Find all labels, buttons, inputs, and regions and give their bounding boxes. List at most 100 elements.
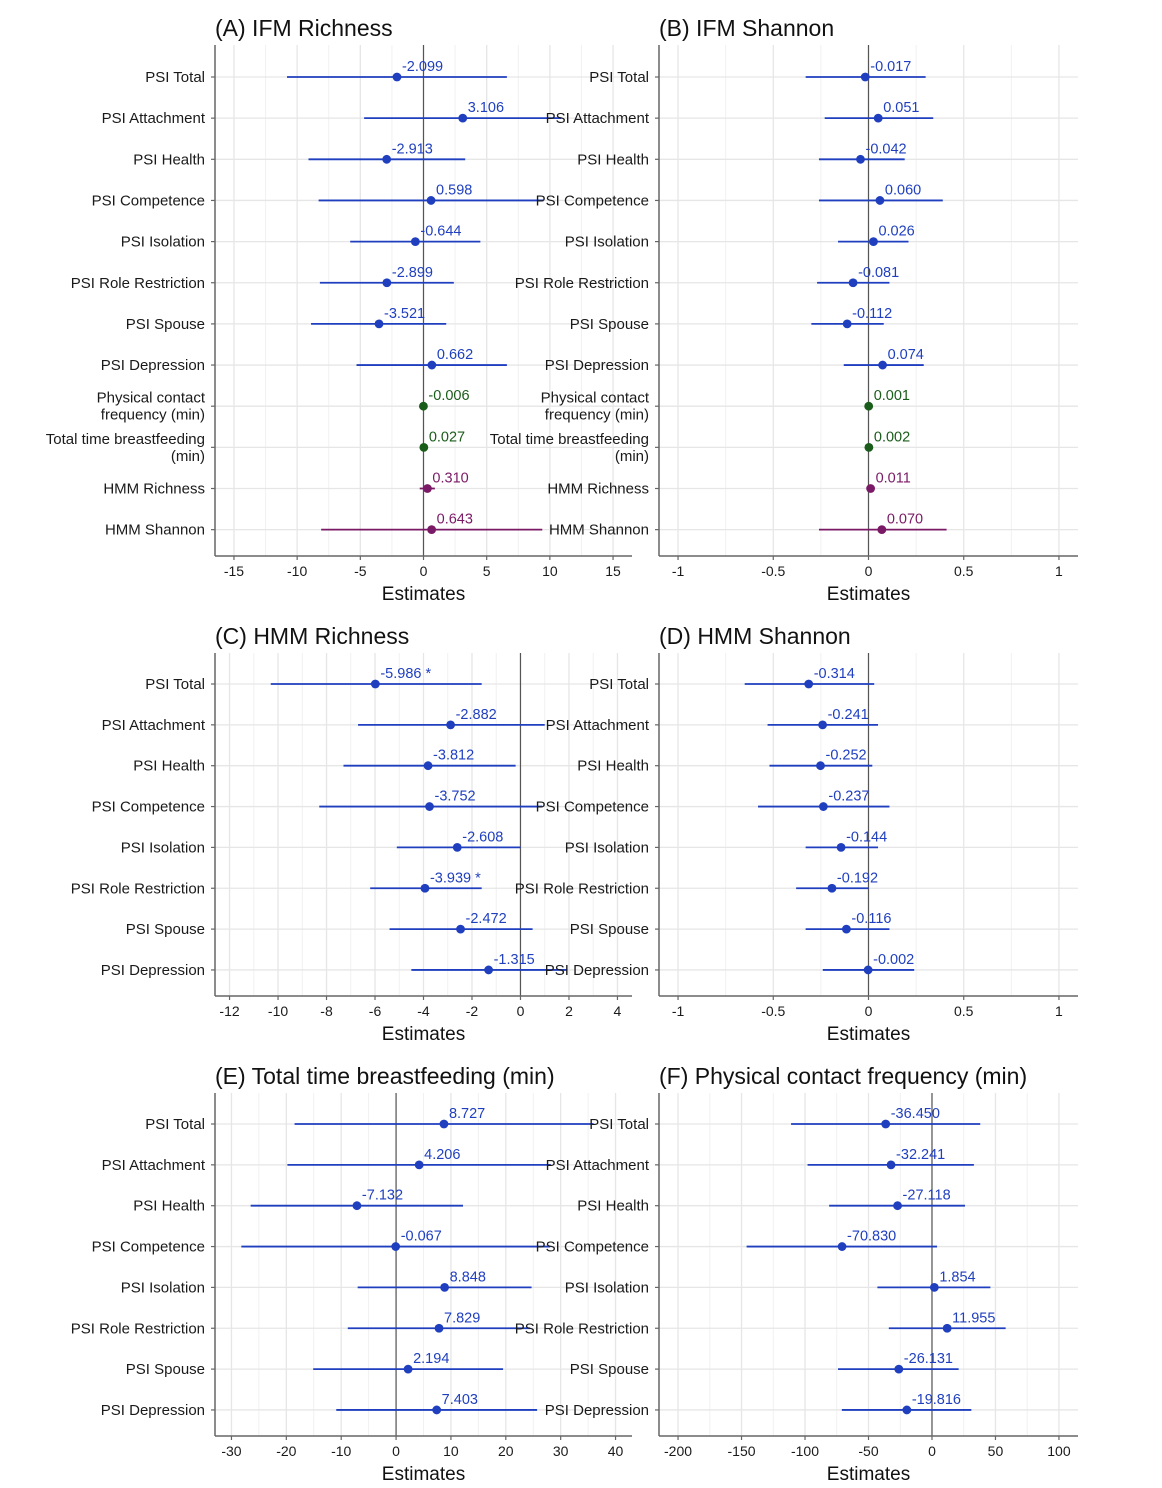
y-tick-label-psi-spouse: PSI Spouse: [126, 316, 205, 333]
y-tick-label-psi-role-restriction: PSI Role Restriction: [71, 275, 205, 292]
estimate-label-hmm-richness: 0.310: [432, 471, 468, 487]
estimate-label-psi-total: -36.450: [891, 1106, 940, 1122]
estimate-label-psi-isolation: 8.848: [450, 1269, 486, 1285]
estimate-label-psi-total: -0.017: [870, 59, 911, 75]
estimate-label-psi-isolation: 1.854: [939, 1269, 975, 1285]
estimate-point-physical-contact-frequency-min: [864, 401, 874, 411]
y-tick-label-psi-attachment: PSI Attachment: [102, 717, 206, 734]
estimate-point-physical-contact-frequency-min: [419, 401, 428, 411]
estimate-label-psi-role-restriction: 11.955: [952, 1310, 995, 1326]
panel-a-ifm-richness: (A) IFM Richness -15 -10 -5 0 5 10 15 Estimates P…: [46, 15, 632, 605]
y-tick-label-line: PSI Spouse: [126, 921, 205, 938]
estimate-label-psi-health: -2.913: [392, 141, 433, 157]
x-tick-label: 40: [608, 1443, 624, 1459]
estimate-label-psi-spouse: -0.116: [851, 911, 891, 927]
x-tick-label: 100: [1047, 1443, 1071, 1459]
estimate-label-physical-contact-frequency-min: -0.006: [428, 388, 469, 404]
y-tick-label-line: PSI Spouse: [126, 1361, 205, 1378]
y-tick-label-hmm-shannon: HMM Shannon: [105, 522, 205, 539]
estimate-label-psi-health: -0.252: [826, 748, 867, 764]
y-tick-label-total-time-breastfeeding-min: Total time breastfeeding (min): [490, 431, 649, 465]
y-tick-label-psi-competence: PSI Competence: [92, 192, 205, 209]
y-tick-label-line: PSI Attachment: [102, 1157, 206, 1174]
estimate-point-psi-depression: [427, 360, 437, 370]
estimate-point-psi-isolation: [836, 843, 846, 852]
estimate-label-psi-depression: 7.403: [442, 1392, 478, 1408]
estimate-label-psi-attachment: -0.241: [828, 707, 869, 723]
estimate-label-psi-total: -0.314: [814, 666, 855, 682]
x-axis-title: Estimates: [827, 1024, 910, 1045]
y-tick-label-line: PSI Role Restriction: [71, 880, 205, 897]
y-tick-label-psi-health: PSI Health: [577, 758, 649, 775]
y-tick-label-line: PSI Total: [589, 1116, 649, 1133]
estimate-label-psi-attachment: 3.106: [468, 100, 504, 116]
y-tick-label-psi-depression: PSI Depression: [101, 357, 205, 374]
estimate-label-psi-depression: -0.002: [873, 952, 914, 968]
estimate-point-psi-competence: [837, 1242, 847, 1251]
estimate-label-psi-depression: -1.315: [494, 952, 535, 968]
estimate-point-psi-health: [856, 154, 865, 164]
estimate-point-psi-competence: [818, 802, 828, 811]
panel-d-hmm-shannon: (D) HMM Shannon -1 -0.5 0 0.5 1 Estimates PSI T…: [515, 623, 1078, 1045]
estimate-label-psi-competence: -3.752: [435, 789, 476, 805]
estimate-label-psi-total: -5.986 *: [380, 666, 431, 682]
estimate-label-psi-role-restriction: -0.192: [837, 870, 878, 886]
estimate-point-psi-depression: [484, 965, 493, 975]
estimate-point-psi-role-restriction: [382, 278, 392, 288]
y-tick-label-psi-spouse: PSI Spouse: [570, 1361, 649, 1378]
y-tick-label-line: PSI Competence: [536, 192, 649, 209]
y-tick-label-line: PSI Health: [577, 1198, 649, 1215]
y-tick-label-line: PSI Isolation: [121, 234, 205, 251]
estimate-point-psi-depression: [863, 965, 873, 975]
estimate-label-psi-total: -2.099: [402, 59, 443, 75]
y-tick-label-physical-contact-frequency-min: Physical contact frequency (min): [541, 390, 650, 424]
x-tick-label: -15: [224, 563, 244, 579]
estimate-point-psi-health: [382, 154, 392, 164]
estimate-label-psi-isolation: 0.026: [878, 224, 914, 240]
estimate-label-psi-role-restriction: 7.829: [444, 1310, 480, 1326]
x-tick-label: 20: [498, 1443, 514, 1459]
y-tick-label-line: frequency (min): [545, 407, 649, 424]
x-axis-title: Estimates: [382, 584, 465, 605]
y-tick-label-psi-attachment: PSI Attachment: [102, 1157, 206, 1174]
estimate-point-total-time-breastfeeding-min: [419, 442, 429, 452]
y-tick-label-line: PSI Depression: [101, 357, 205, 374]
estimate-label-psi-spouse: -26.131: [904, 1351, 953, 1367]
y-tick-label-psi-depression: PSI Depression: [101, 962, 205, 979]
y-tick-label-total-time-breastfeeding-min: Total time breastfeeding (min): [46, 431, 205, 465]
estimate-point-psi-role-restriction: [420, 883, 430, 893]
estimate-label-psi-isolation: -0.144: [846, 829, 887, 845]
y-tick-label-line: HMM Richness: [547, 481, 649, 498]
y-tick-label-line: PSI Attachment: [546, 717, 650, 734]
estimate-point-psi-spouse: [403, 1364, 413, 1374]
panel-title: (C) HMM Richness: [215, 623, 409, 649]
y-tick-label-psi-total: PSI Total: [145, 676, 205, 693]
estimate-label-psi-attachment: -2.882: [456, 707, 497, 723]
y-tick-label-line: PSI Isolation: [565, 234, 649, 251]
y-tick-label-psi-health: PSI Health: [577, 1198, 649, 1215]
estimate-point-psi-total: [804, 679, 814, 689]
x-tick-label: -150: [728, 1443, 756, 1459]
x-tick-label: 0: [865, 1003, 873, 1019]
y-tick-label-line: PSI Health: [133, 151, 205, 168]
x-tick-label: -10: [268, 1003, 288, 1019]
y-tick-label-psi-total: PSI Total: [589, 676, 649, 693]
x-tick-label: 0: [420, 563, 428, 579]
y-tick-label-psi-spouse: PSI Spouse: [570, 316, 649, 333]
estimate-label-psi-competence: -0.067: [401, 1229, 442, 1245]
x-tick-label: -30: [221, 1443, 241, 1459]
y-tick-label-line: PSI Attachment: [546, 1157, 650, 1174]
estimate-point-total-time-breastfeeding-min: [864, 442, 874, 452]
estimate-label-psi-role-restriction: -2.899: [392, 265, 433, 281]
y-tick-label-psi-role-restriction: PSI Role Restriction: [515, 275, 649, 292]
panel-title: (E) Total time breastfeeding (min): [215, 1063, 555, 1089]
x-tick-label: -12: [219, 1003, 239, 1019]
y-tick-label-line: PSI Health: [133, 1198, 205, 1215]
x-tick-label: 0: [517, 1003, 525, 1019]
x-axis-title: Estimates: [827, 584, 910, 605]
y-tick-label-line: PSI Competence: [92, 192, 205, 209]
y-tick-label-psi-role-restriction: PSI Role Restriction: [71, 1320, 205, 1337]
y-tick-label-psi-isolation: PSI Isolation: [121, 1279, 205, 1296]
x-tick-label: 2: [565, 1003, 573, 1019]
y-tick-label-psi-total: PSI Total: [589, 1116, 649, 1133]
